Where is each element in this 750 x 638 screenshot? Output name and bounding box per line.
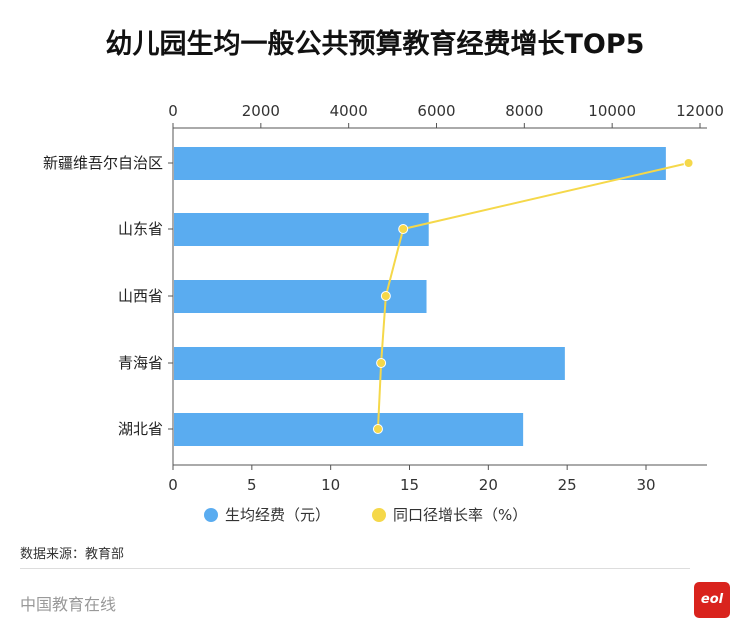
top-tick-label: 10000 [588, 102, 636, 120]
divider [20, 568, 690, 569]
bottom-tick-label: 15 [400, 476, 419, 494]
growth-point [380, 291, 391, 301]
bar [174, 213, 429, 246]
bottom-tick-label: 25 [558, 476, 577, 494]
bar [174, 413, 524, 446]
footer-brand: 中国教育在线 [20, 595, 117, 614]
legend-label-line: 同口径增长率（%） [393, 506, 527, 524]
category-label: 青海省 [118, 354, 163, 372]
bar [174, 347, 565, 380]
data-source: 数据来源：教育部 [20, 547, 125, 562]
category-label: 山东省 [118, 220, 163, 238]
category-label: 山西省 [118, 287, 163, 305]
category-label: 湖北省 [118, 420, 163, 438]
top-tick-label: 8000 [505, 102, 543, 120]
top-tick-label: 0 [168, 102, 178, 120]
bottom-tick-label: 20 [479, 476, 498, 494]
top-tick-label: 12000 [676, 102, 724, 120]
top-tick-label: 2000 [242, 102, 280, 120]
bottom-tick-label: 0 [168, 476, 178, 494]
bottom-tick-label: 5 [247, 476, 257, 494]
top-tick-label: 6000 [417, 102, 455, 120]
legend-marker-bar [204, 508, 218, 522]
growth-point [376, 358, 387, 368]
growth-point [372, 424, 383, 434]
growth-point [683, 158, 694, 168]
bottom-tick-label: 10 [321, 476, 340, 494]
chart: 0 2000 4000 6000 8000 10000 12000 0 5 10 15 20 25 30 新… [43, 102, 724, 524]
category-label: 新疆维吾尔自治区 [43, 154, 163, 172]
legend-marker-line [372, 508, 386, 522]
chart-title: 幼儿园生均一般公共预算教育经费增长TOP5 [105, 29, 645, 60]
bottom-tick-label: 30 [636, 476, 655, 494]
bar [174, 147, 666, 180]
growth-point [398, 224, 409, 234]
eol-logo: eol [694, 582, 730, 618]
legend-label-bar: 生均经费（元） [225, 506, 330, 524]
top-tick-label: 4000 [330, 102, 368, 120]
